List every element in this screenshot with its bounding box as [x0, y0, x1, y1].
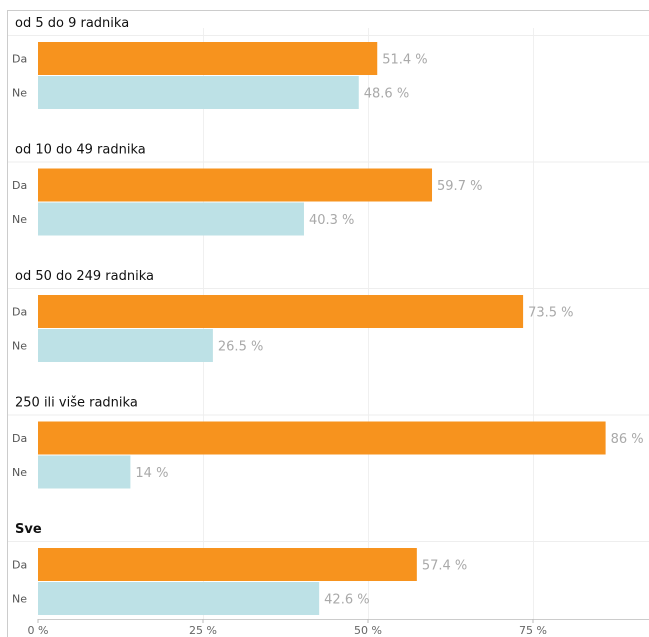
bar-ne — [38, 582, 320, 615]
value-label: 57.4 % — [422, 559, 467, 574]
category-label: Da — [12, 306, 27, 319]
category-label: Da — [12, 53, 27, 66]
value-label: 51.4 % — [382, 53, 427, 68]
group-title: od 5 do 9 radnika — [15, 16, 129, 31]
group-title: od 10 do 49 radnika — [15, 143, 146, 158]
bar-ne — [38, 76, 359, 109]
category-label: Ne — [12, 213, 27, 226]
x-tick-label: 0 % — [28, 624, 49, 637]
value-label: 14 % — [135, 466, 168, 481]
group-title: od 50 do 249 radnika — [15, 269, 154, 284]
category-label: Ne — [12, 593, 27, 606]
category-label: Ne — [12, 340, 27, 353]
category-label: Ne — [12, 466, 27, 479]
bar-da — [38, 168, 433, 202]
x-tick-label: 25 % — [189, 624, 217, 637]
bar-da — [38, 548, 417, 581]
value-label: 42.6 % — [324, 593, 369, 608]
bar-da — [38, 421, 606, 455]
value-label: 40.3 % — [309, 213, 354, 228]
x-tick-label: 75 % — [519, 624, 547, 637]
category-label: Da — [12, 179, 27, 192]
bar-ne — [38, 455, 131, 489]
bar-ne — [38, 329, 213, 362]
value-label: 86 % — [611, 432, 644, 447]
value-label: 48.6 % — [364, 87, 409, 102]
value-label: 59.7 % — [437, 179, 482, 194]
value-label: 73.5 % — [528, 306, 573, 321]
value-label: 26.5 % — [218, 340, 263, 355]
bar-ne — [38, 202, 304, 236]
group-title: Sve — [15, 522, 42, 537]
category-label: Da — [12, 432, 27, 445]
category-label: Da — [12, 559, 27, 572]
x-tick-label: 50 % — [354, 624, 382, 637]
group-title: 250 ili više radnika — [15, 396, 138, 411]
category-label: Ne — [12, 87, 27, 100]
bar-da — [38, 42, 378, 75]
bar-da — [38, 295, 524, 328]
